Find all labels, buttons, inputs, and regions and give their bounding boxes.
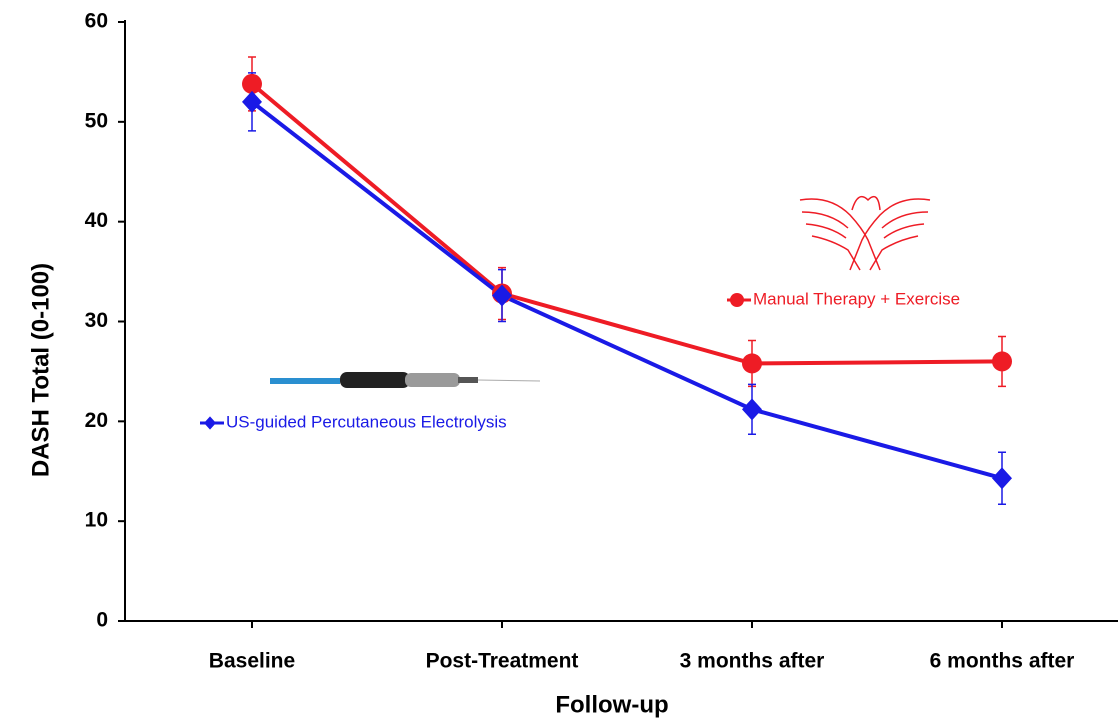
x-tick-label: 6 months after <box>930 650 1075 673</box>
x-tick-label: 3 months after <box>680 650 825 673</box>
page: DASH Total (0-100) Follow-up 0 10 20 30 40 50… <box>0 0 1120 726</box>
y-tick-label: 40 <box>85 209 108 232</box>
y-tick-label: 20 <box>85 409 108 432</box>
series-line <box>252 84 1002 364</box>
y-tick-label: 50 <box>85 109 108 132</box>
marker <box>742 353 762 373</box>
marker <box>730 293 744 307</box>
y-tick-label: 0 <box>96 609 108 632</box>
marker <box>992 351 1012 371</box>
marker <box>742 398 762 420</box>
y-tick-label: 60 <box>85 10 108 33</box>
y-axis-title: DASH Total (0-100) <box>27 263 54 477</box>
x-tick-label: Post-Treatment <box>426 650 579 673</box>
needle-icon <box>270 372 540 388</box>
x-axis-title: Follow-up <box>555 691 668 718</box>
x-tick-label: Baseline <box>209 650 295 673</box>
y-tick-label: 10 <box>85 509 108 532</box>
chart: DASH Total (0-100) Follow-up 0 10 20 30 40 50… <box>0 0 1120 726</box>
marker <box>992 467 1012 489</box>
marker <box>204 416 216 429</box>
legend-label: US-guided Percutaneous Electrolysis <box>226 412 507 431</box>
hands-icon <box>800 197 930 270</box>
legend-label: Manual Therapy + Exercise <box>753 289 960 308</box>
y-tick-label: 30 <box>85 309 108 332</box>
